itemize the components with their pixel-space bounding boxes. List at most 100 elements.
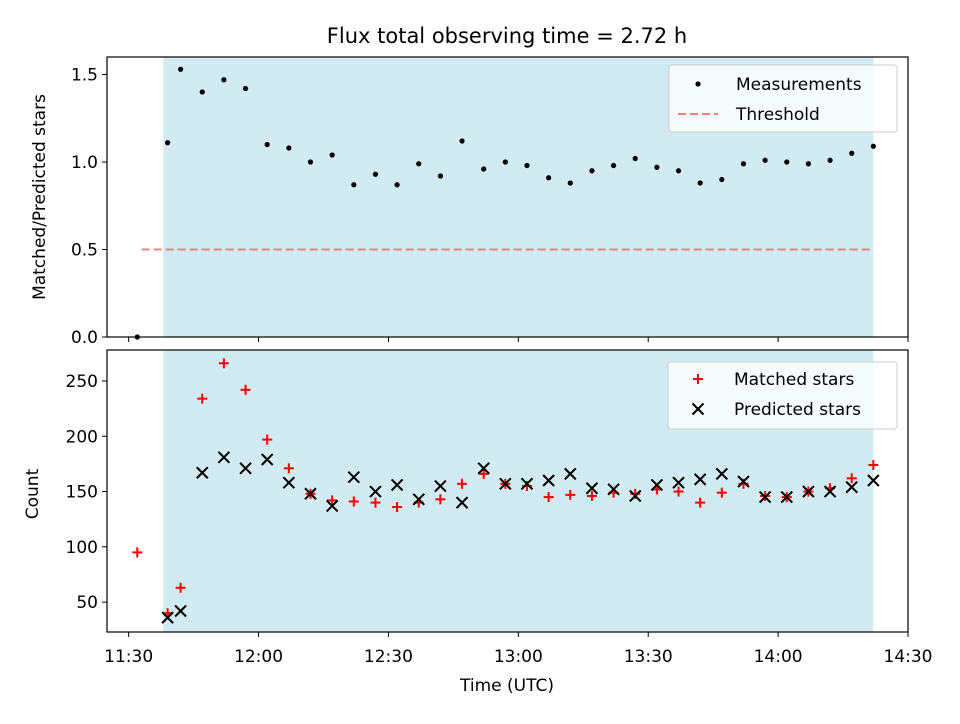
measurement-point [762,157,768,163]
measurement-point [394,182,400,188]
bottom-y-tick-label: 50 [76,593,98,613]
predicted-star-point [542,474,555,487]
measurement-point [870,143,876,149]
measurement-point [199,89,205,95]
measurement-point [307,159,314,165]
predicted-star-point [282,476,296,489]
predicted-star-point [412,493,425,506]
predicted-star-point [867,474,880,487]
measurement-point [221,77,227,83]
predicted-star-point [715,467,729,481]
predicted-star-point [325,499,339,513]
predicted-star-point [780,490,793,504]
legend-matched-label: Matched stars [734,370,854,390]
measurement-point [524,162,530,169]
chart-title: Flux total observing time = 2.72 h [327,24,687,48]
matched-star-point [175,582,186,593]
measurement-point [437,173,443,179]
measurement-point [165,140,171,146]
measurement-point [351,182,357,188]
predicted-star-point [672,476,685,489]
matched-star-point [348,496,359,507]
measurement-point [242,85,249,92]
measurement-point [719,176,725,183]
predicted-star-point [434,479,447,493]
top-legend-box [668,64,898,133]
matched-star-point [392,502,403,513]
bottom-x-tick-label: 11:30 [104,647,153,667]
count-points [132,358,880,624]
predicted-star-point [499,477,512,491]
measurement-point [264,141,270,148]
measurement-point [632,155,638,162]
bottom-legend: Matched stars Predicted stars [667,361,898,430]
top-x-ticks [128,337,909,342]
legend-measurements-label: Measurements [736,75,862,95]
measurement-point [610,162,617,169]
predicted-star-point [455,496,469,509]
predicted-star-point [607,483,620,496]
measurement-point [372,171,379,177]
predicted-star-point [520,477,534,491]
top-legend: Measurements Threshold [668,64,898,133]
top-panel: 0.0 0.5 1.0 1.5 Matched/Predicted stars Mea… [30,56,909,348]
measurement-point [329,152,335,158]
measurement-point [654,164,660,170]
predicted-star-point [845,480,858,494]
legend-measurements-marker [695,81,701,87]
top-y-axis-label: Matched/Predicted stars [30,94,50,300]
measurement-point [675,168,682,174]
measurement-point [567,180,573,186]
predicted-star-point [737,475,750,488]
matched-star-point [868,460,879,471]
matched-star-point [565,489,576,500]
measurement-point [502,159,508,165]
measurement-point [546,175,552,181]
top-axes-frame [106,56,909,338]
bottom-panel: 50 100 150 200 250 11:30 12:00 12:30 13:00 13:30… [23,349,933,696]
measurement-point [697,180,703,186]
matched-star-point [283,463,294,474]
predicted-star-point [585,482,599,495]
bottom-x-tick-label: 12:00 [234,647,283,667]
predicted-star-point [239,462,252,475]
matched-star-point [457,478,468,489]
matched-star-point [197,393,208,404]
predicted-star-point [477,462,490,475]
matched-star-point [435,494,446,505]
predicted-star-point [823,485,837,498]
matched-star-point [262,434,273,445]
top-y-tick-label: 0.5 [71,241,98,261]
measurement-point [740,161,747,167]
bottom-x-tick-label: 13:30 [624,647,673,667]
matched-star-point [370,497,381,508]
measurement-point [481,166,487,172]
bottom-x-tick-label: 14:30 [884,647,933,667]
predicted-star-point [390,478,404,492]
top-y-tick-label: 0.0 [71,328,98,348]
matched-star-point [132,547,143,558]
matched-star-point [695,497,706,508]
predicted-star-point [802,485,815,498]
matched-star-point [846,473,857,484]
measurement-point [784,159,790,165]
matched-star-point [218,358,229,369]
measurement-points [134,66,876,340]
matched-star-point [543,492,554,503]
predicted-star-point [758,490,772,504]
predicted-star-point [347,470,361,484]
legend-threshold-label: Threshold [735,105,820,125]
matched-star-point [586,490,597,501]
bottom-y-tick-label: 100 [66,538,98,558]
measurement-point [589,168,595,174]
top-y-tick-label: 1.0 [71,153,98,173]
x-axis-label: Time (UTC) [459,676,554,696]
bottom-y-tick-label: 250 [66,372,98,392]
legend-matched-marker [693,374,703,384]
measurement-point [805,161,812,167]
bottom-x-ticks: 11:30 12:00 12:30 13:00 13:30 14:00 14:30 [104,632,933,667]
predicted-star-point [693,473,707,486]
bottom-axes-frame [106,349,909,633]
top-y-ticks: 0.0 0.5 1.0 1.5 [71,66,107,348]
